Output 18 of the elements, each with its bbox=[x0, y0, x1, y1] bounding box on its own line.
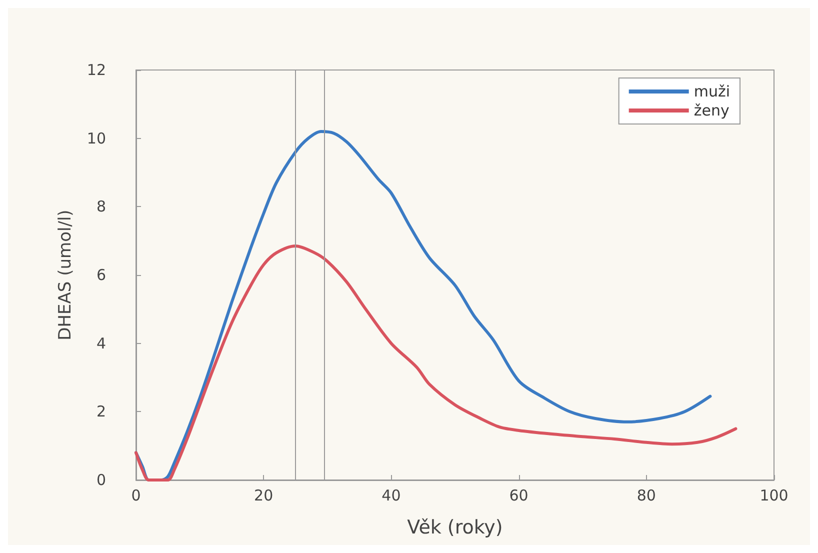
x-tick-label: 20 bbox=[254, 486, 274, 504]
x-tick-label: 100 bbox=[760, 486, 788, 504]
line-series bbox=[134, 244, 738, 482]
x-tick-label: 0 bbox=[131, 486, 141, 504]
x-tick-label: 60 bbox=[509, 486, 528, 504]
y-tick-label: 12 bbox=[86, 61, 106, 79]
legend-label: ženy bbox=[694, 102, 730, 120]
x-tick-label: 40 bbox=[382, 486, 401, 504]
y-tick-label: 4 bbox=[96, 334, 106, 352]
y-axis-title: DHEAS (umol/l) bbox=[56, 210, 76, 340]
y-tick-label: 2 bbox=[96, 402, 106, 421]
y-tick-label: 10 bbox=[86, 129, 106, 148]
legend-label: muži bbox=[694, 82, 730, 100]
y-tick-label: 8 bbox=[96, 198, 106, 216]
x-tick-label: 80 bbox=[636, 486, 656, 504]
y-tick-label: 0 bbox=[96, 471, 106, 489]
x-axis-title: Věk (roky) bbox=[407, 516, 503, 538]
y-tick-label: 6 bbox=[96, 266, 106, 284]
